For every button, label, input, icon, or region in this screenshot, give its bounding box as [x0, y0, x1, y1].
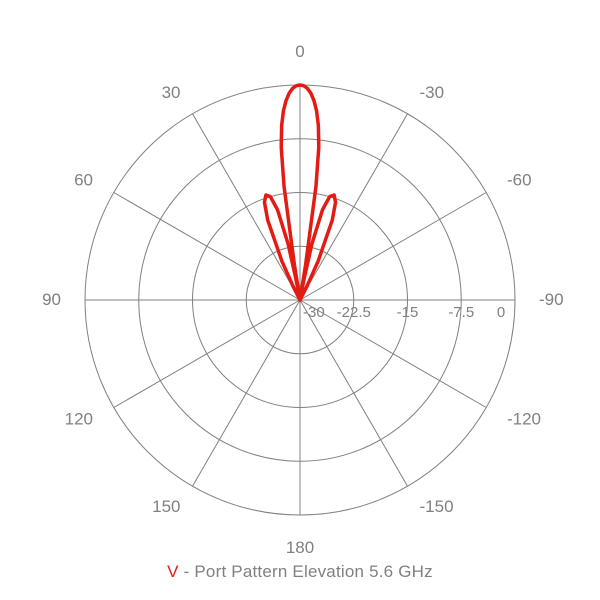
angle-tick-label: 90	[42, 290, 61, 309]
radial-tick-label: 0	[497, 304, 505, 321]
angle-tick-label: -60	[507, 171, 532, 190]
angle-tick-label: -30	[420, 83, 445, 102]
radial-tick-label: -7.5	[448, 304, 474, 321]
chart-caption: V - Port Pattern Elevation 5.6 GHz	[0, 562, 600, 582]
angle-tick-label: 120	[65, 410, 93, 429]
angle-tick-label: 0	[295, 42, 304, 61]
caption-text: - Port Pattern Elevation 5.6 GHz	[179, 562, 433, 581]
polar-chart-svg: 0306090120150180-30-60-90-120-150-30-22.…	[0, 0, 600, 600]
polar-chart-container: 0306090120150180-30-60-90-120-150-30-22.…	[0, 0, 600, 600]
radial-tick-label: -30	[303, 304, 325, 321]
angle-tick-label: 30	[162, 83, 181, 102]
angle-tick-label: -120	[507, 410, 541, 429]
angle-tick-label: 150	[152, 497, 180, 516]
angle-tick-label: 60	[74, 171, 93, 190]
angle-tick-label: -150	[420, 497, 454, 516]
caption-prefix: V	[167, 562, 179, 581]
angle-tick-label: -90	[539, 290, 564, 309]
angle-tick-label: 180	[286, 538, 314, 557]
radial-tick-label: -15	[397, 304, 419, 321]
radial-tick-label: -22.5	[337, 304, 371, 321]
